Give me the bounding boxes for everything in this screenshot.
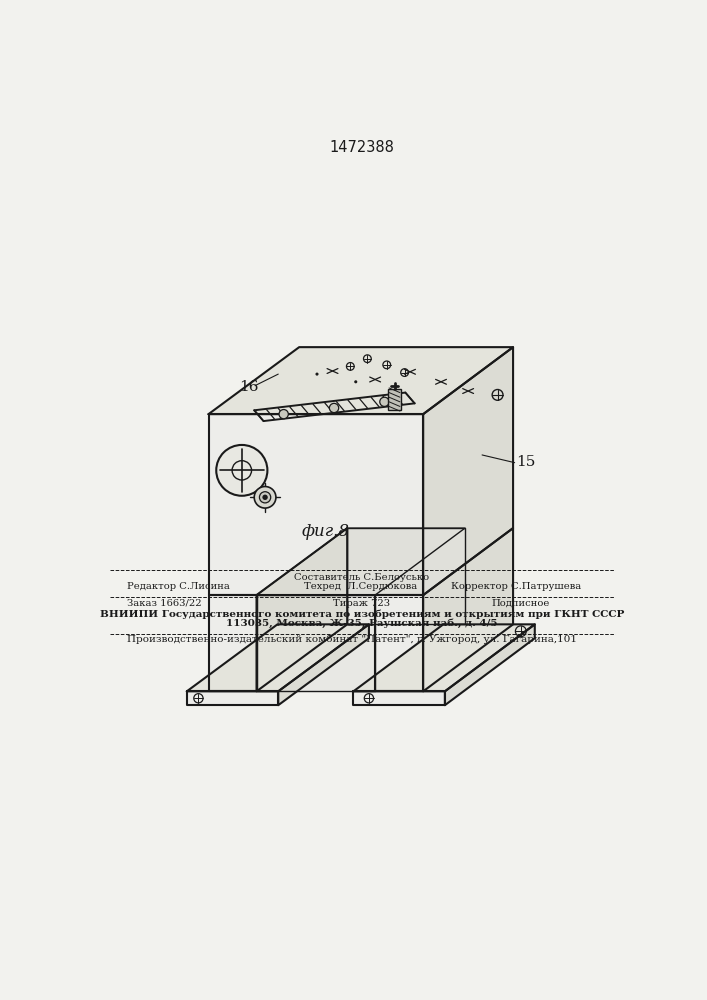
Text: 15: 15 bbox=[516, 456, 535, 470]
Circle shape bbox=[380, 397, 389, 406]
Text: Подписное: Подписное bbox=[491, 599, 550, 608]
Circle shape bbox=[259, 492, 271, 503]
Polygon shape bbox=[187, 624, 369, 691]
Text: Производственно-издательский комбинат "Патент", г. Ужгород, ул. Гагарина,101: Производственно-издательский комбинат "П… bbox=[127, 635, 577, 644]
Circle shape bbox=[354, 380, 357, 383]
Text: Заказ 1663/22: Заказ 1663/22 bbox=[127, 599, 201, 608]
Polygon shape bbox=[347, 528, 465, 624]
Polygon shape bbox=[375, 595, 423, 691]
Circle shape bbox=[255, 487, 276, 508]
Polygon shape bbox=[257, 595, 375, 691]
Polygon shape bbox=[354, 624, 534, 691]
Text: Тираж 723: Тираж 723 bbox=[334, 599, 390, 608]
Polygon shape bbox=[445, 624, 534, 705]
Circle shape bbox=[329, 403, 339, 413]
Polygon shape bbox=[354, 691, 445, 705]
Text: Корректор С.Патрушева: Корректор С.Патрушева bbox=[451, 582, 581, 591]
Circle shape bbox=[216, 445, 267, 496]
Text: ВНИИПИ Государственного комитета по изобретениям и открытиям при ГКНТ СССР: ВНИИПИ Государственного комитета по изоб… bbox=[100, 609, 624, 619]
Polygon shape bbox=[257, 528, 465, 595]
Text: 1472388: 1472388 bbox=[329, 140, 395, 155]
Polygon shape bbox=[423, 528, 513, 691]
Circle shape bbox=[262, 495, 268, 500]
Text: фиг.8: фиг.8 bbox=[301, 523, 349, 540]
Polygon shape bbox=[209, 347, 513, 414]
Circle shape bbox=[315, 373, 319, 376]
Polygon shape bbox=[187, 691, 279, 705]
Text: Техред  Л.Сердюкова: Техред Л.Сердюкова bbox=[304, 582, 417, 591]
Text: Редактор С.Лисина: Редактор С.Лисина bbox=[127, 582, 230, 591]
Polygon shape bbox=[423, 347, 513, 595]
Polygon shape bbox=[209, 595, 257, 691]
Circle shape bbox=[279, 410, 288, 419]
Polygon shape bbox=[279, 624, 369, 705]
FancyBboxPatch shape bbox=[388, 389, 401, 410]
Polygon shape bbox=[257, 528, 347, 691]
Text: Составитель С.Белоуськo: Составитель С.Белоуськo bbox=[294, 573, 430, 582]
Text: 113035, Москва, Ж-35, Раушская наб., д. 4/5: 113035, Москва, Ж-35, Раушская наб., д. … bbox=[226, 618, 498, 628]
Polygon shape bbox=[209, 414, 423, 595]
Text: 16: 16 bbox=[240, 380, 259, 394]
